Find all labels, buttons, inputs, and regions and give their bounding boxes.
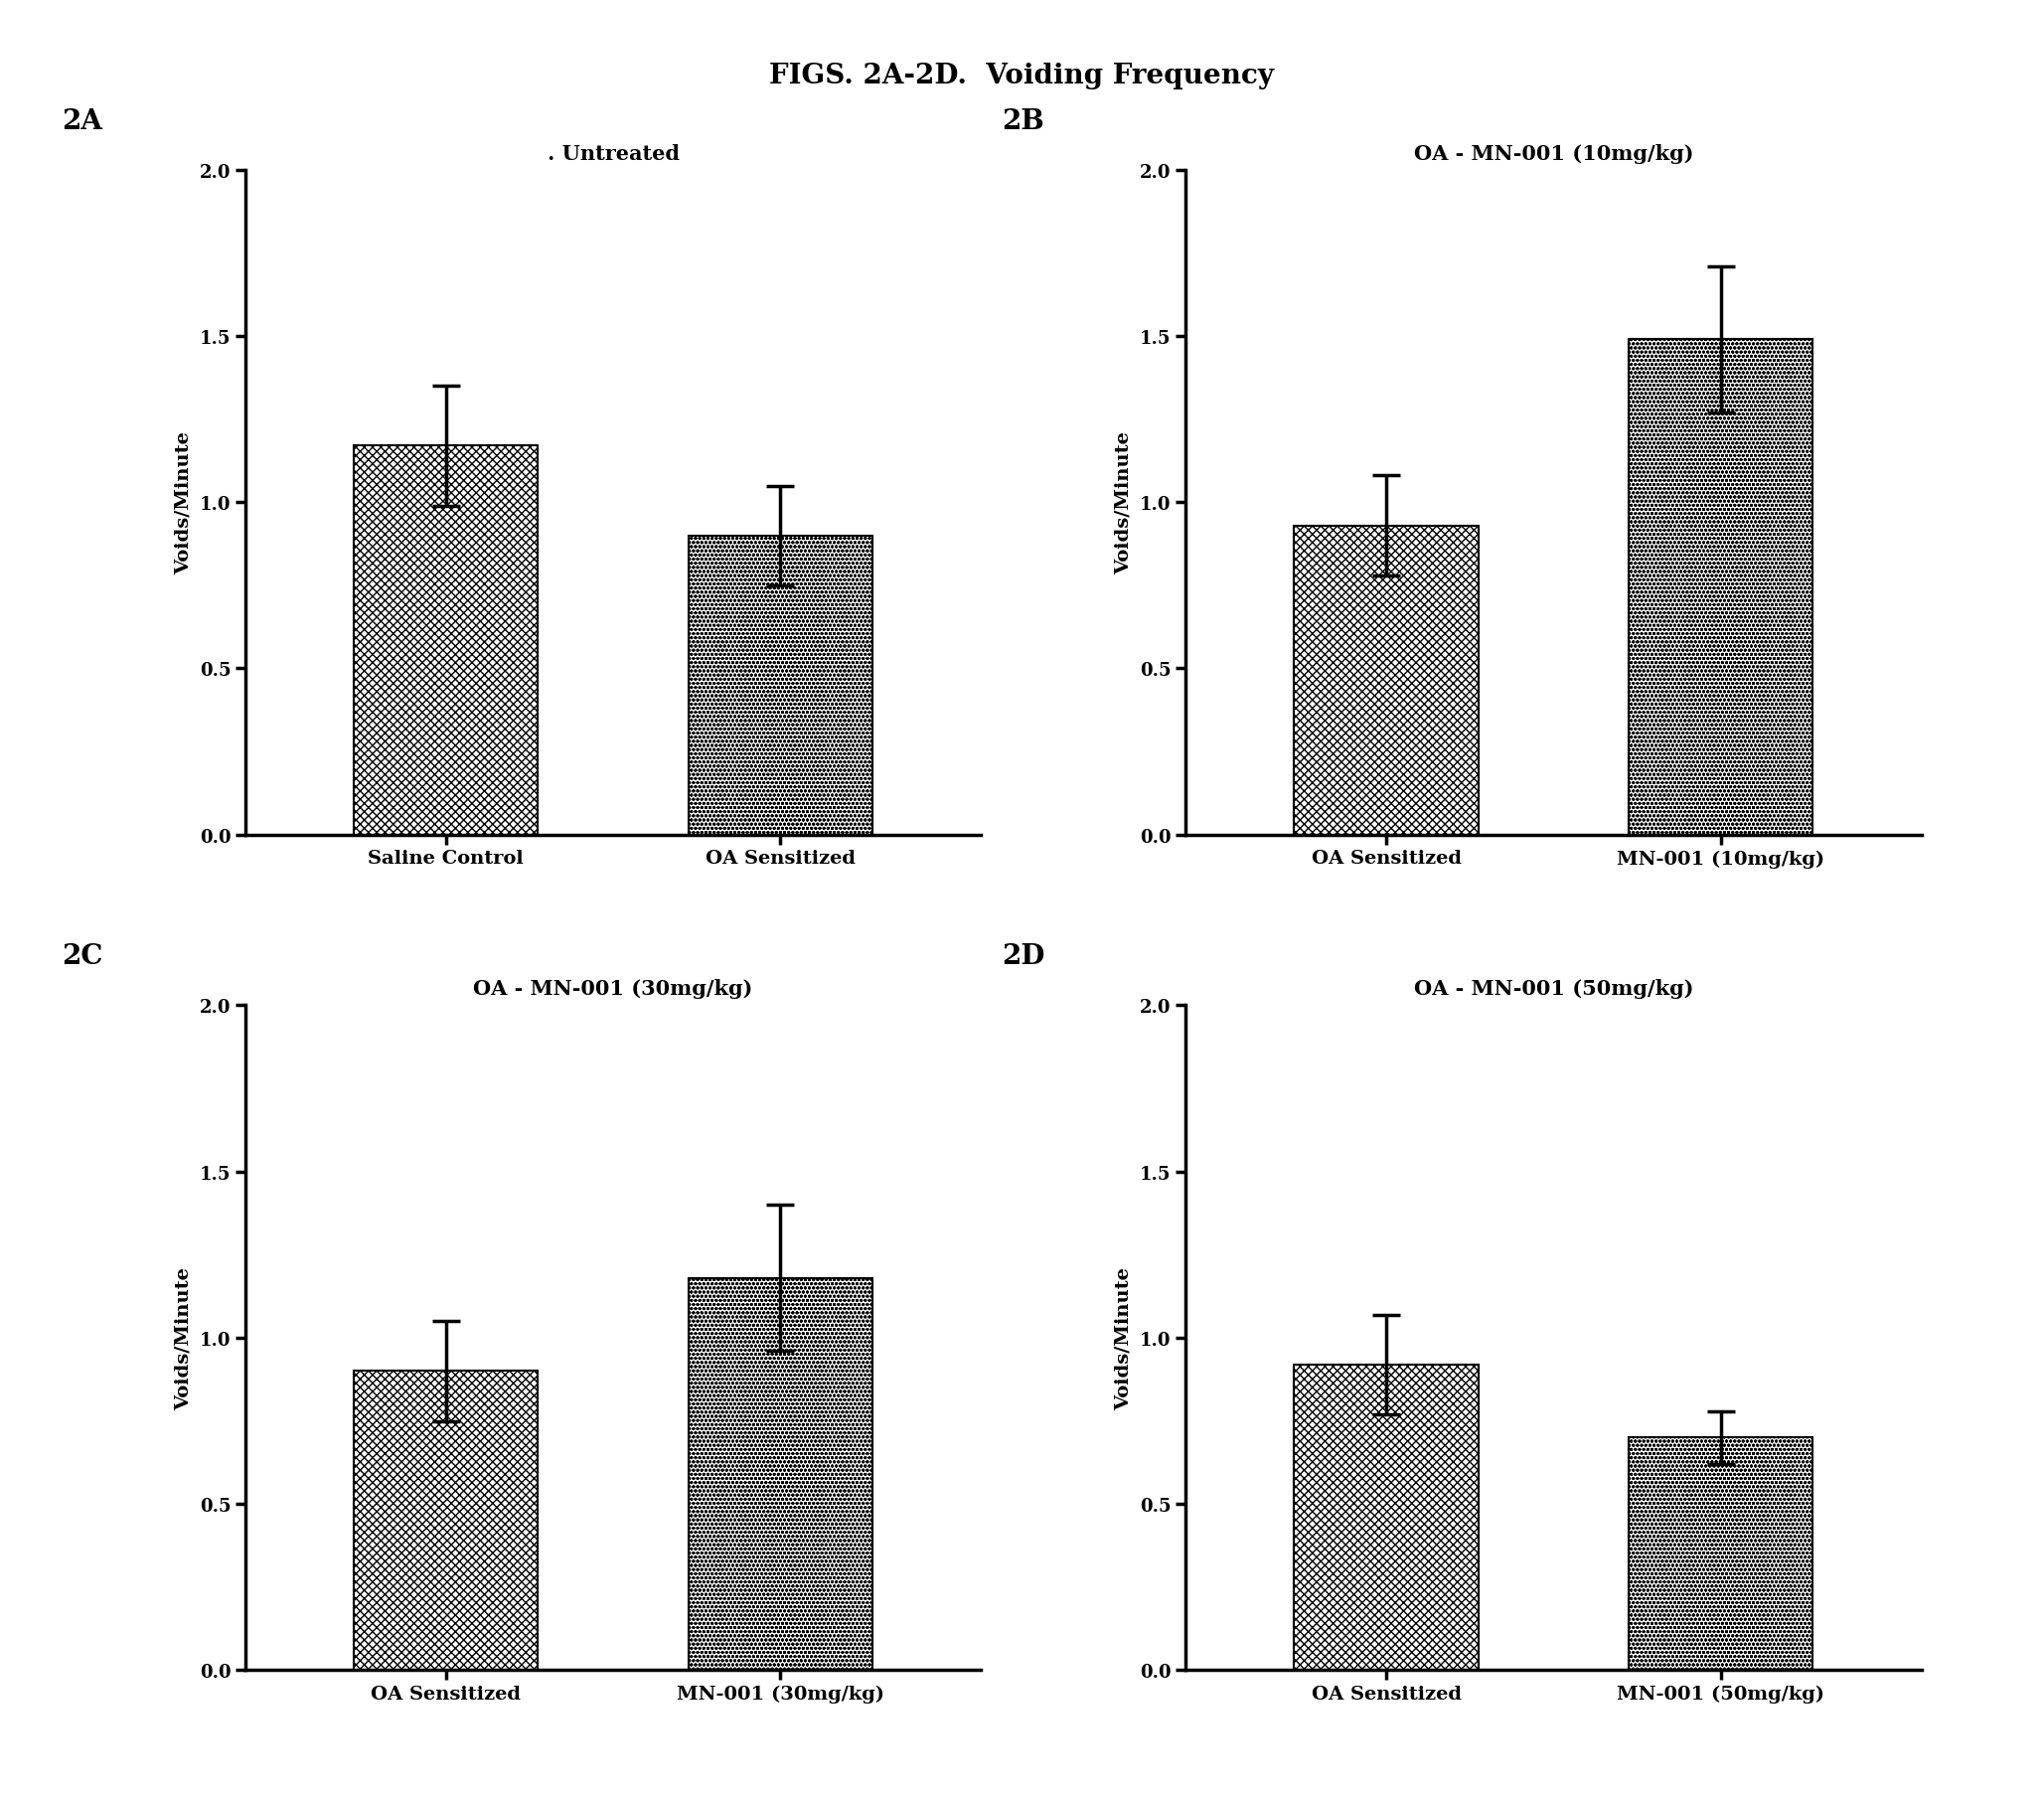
Text: 2A: 2A — [61, 108, 102, 135]
Bar — [354, 1372, 538, 1670]
Y-axis label: Voids/Minute: Voids/Minute — [1114, 431, 1132, 575]
Title: OA - MN-001 (50mg/kg): OA - MN-001 (50mg/kg) — [1414, 979, 1692, 999]
Text: FIGS. 2A-2D.  Voiding Frequency: FIGS. 2A-2D. Voiding Frequency — [771, 63, 1273, 90]
Y-axis label: Voids/Minute: Voids/Minute — [174, 1266, 192, 1410]
Text: 2B: 2B — [1002, 108, 1044, 135]
Bar — [689, 535, 873, 835]
Bar — [689, 1279, 873, 1670]
Bar — [1629, 339, 1813, 835]
Text: 2D: 2D — [1002, 943, 1044, 970]
Y-axis label: Voids/Minute: Voids/Minute — [1114, 1266, 1132, 1410]
Title: OA - MN-001 (10mg/kg): OA - MN-001 (10mg/kg) — [1414, 144, 1692, 163]
Y-axis label: Voids/Minute: Voids/Minute — [174, 431, 192, 575]
Title: OA - MN-001 (30mg/kg): OA - MN-001 (30mg/kg) — [474, 979, 752, 999]
Bar — [1294, 526, 1478, 835]
Title: . Untreated: . Untreated — [548, 144, 679, 163]
Text: 2C: 2C — [61, 943, 102, 970]
Bar — [1629, 1437, 1813, 1670]
Bar — [354, 447, 538, 835]
Bar — [1294, 1365, 1478, 1670]
